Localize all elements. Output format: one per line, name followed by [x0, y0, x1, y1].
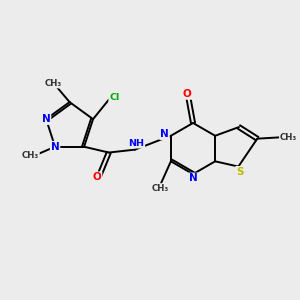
Text: N: N: [160, 129, 169, 139]
Text: CH₃: CH₃: [22, 151, 39, 160]
Text: N: N: [189, 173, 197, 184]
Text: Cl: Cl: [109, 93, 119, 102]
Text: S: S: [236, 167, 244, 177]
Text: O: O: [183, 89, 192, 99]
Text: CH₃: CH₃: [45, 79, 62, 88]
Text: NH: NH: [128, 139, 144, 148]
Text: N: N: [42, 114, 50, 124]
Text: CH₃: CH₃: [152, 184, 169, 193]
Text: O: O: [93, 172, 101, 182]
Text: CH₃: CH₃: [280, 133, 297, 142]
Text: N: N: [51, 142, 59, 152]
